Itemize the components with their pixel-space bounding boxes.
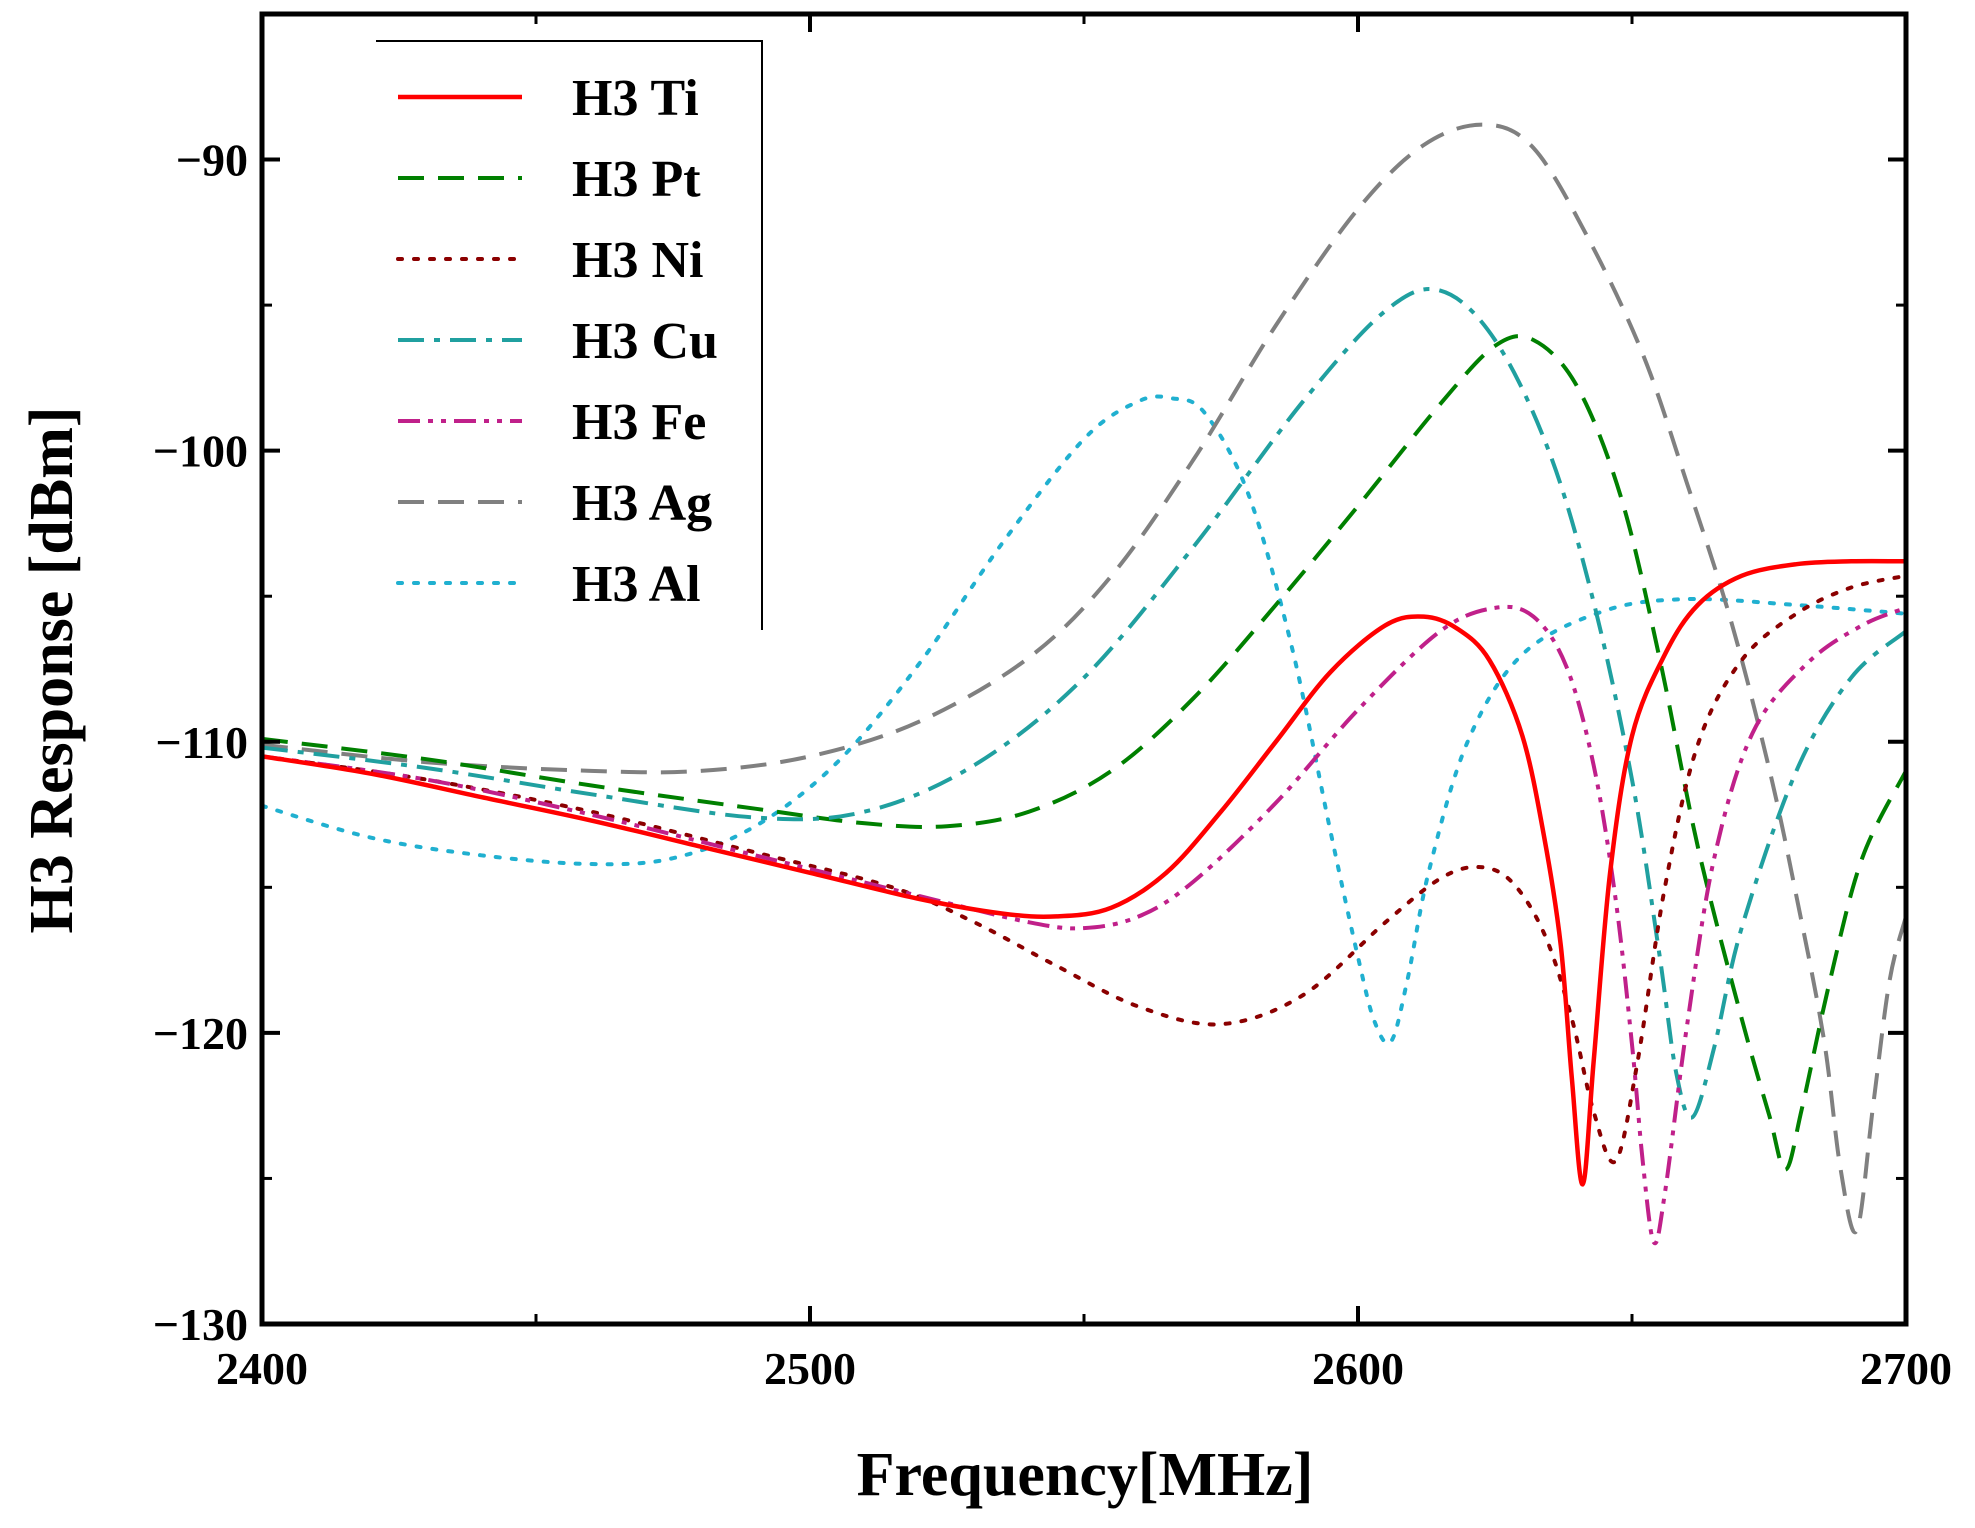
series-line-h3-ni xyxy=(262,573,1906,1165)
series-layer xyxy=(262,122,1906,1246)
series-line-h3-fe xyxy=(262,604,1906,1246)
legend-label: H3 Al xyxy=(572,556,701,613)
y-tick-label: −120 xyxy=(153,1008,248,1059)
x-tick-label: 2400 xyxy=(216,1343,308,1394)
y-tick-label: −100 xyxy=(153,426,248,477)
series-line-h3-cu xyxy=(262,287,1906,1120)
legend-label: H3 Cu xyxy=(572,313,718,370)
legend-frame xyxy=(376,40,763,630)
series-line-h3-al xyxy=(262,394,1906,1046)
legend-label: H3 Pt xyxy=(572,151,701,208)
series-line-h3-ag xyxy=(262,122,1906,1235)
y-tick-label: −90 xyxy=(176,135,248,186)
series-line-h3-pt xyxy=(262,334,1906,1172)
legend: H3 Ti H3 Pt H3 Ni H3 Cu H3 Fe H3 Ag H3 Al xyxy=(376,40,763,630)
legend-label: H3 Ni xyxy=(572,232,703,289)
x-tick-label: 2700 xyxy=(1860,1343,1952,1394)
y-tick-label: −130 xyxy=(153,1299,248,1350)
x-tick-label: 2600 xyxy=(1312,1343,1404,1394)
y-axis-title: H3 Response [dBm] xyxy=(18,406,86,933)
legend-label: H3 Ti xyxy=(572,70,699,127)
y-tick-label: −110 xyxy=(155,717,248,768)
series-line-h3-ti xyxy=(262,558,1906,1187)
legend-label: H3 Ag xyxy=(572,475,712,532)
x-tick-label: 2500 xyxy=(764,1343,856,1394)
legend-label: H3 Fe xyxy=(572,394,706,451)
x-axis-title: Frequency[MHz] xyxy=(857,1441,1314,1509)
tick-layer: 2400 2500 2600 2700 −130 −120 −110 −100 −90 xyxy=(153,14,1952,1394)
